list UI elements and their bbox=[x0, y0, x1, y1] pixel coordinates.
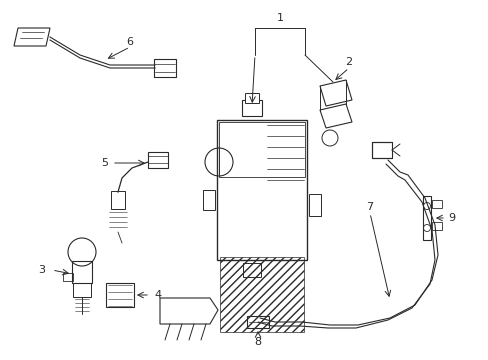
Text: 9: 9 bbox=[447, 213, 455, 223]
Text: 5: 5 bbox=[102, 158, 108, 168]
Bar bbox=[148, 152, 168, 168]
Text: 4: 4 bbox=[154, 290, 161, 300]
Bar bbox=[431, 222, 441, 230]
Bar bbox=[242, 100, 262, 116]
Bar bbox=[219, 122, 305, 177]
Bar bbox=[111, 191, 125, 209]
Bar bbox=[244, 93, 259, 103]
Bar bbox=[246, 316, 268, 328]
Text: 7: 7 bbox=[366, 202, 373, 212]
Text: 8: 8 bbox=[254, 337, 261, 347]
Bar bbox=[243, 263, 261, 277]
Text: 6: 6 bbox=[126, 37, 133, 47]
Bar bbox=[154, 59, 176, 77]
Text: 3: 3 bbox=[39, 265, 45, 275]
Bar bbox=[106, 283, 134, 307]
Bar bbox=[203, 190, 215, 210]
Bar bbox=[220, 257, 304, 332]
Bar bbox=[217, 120, 306, 260]
Text: 1: 1 bbox=[276, 13, 283, 23]
Bar bbox=[308, 194, 320, 216]
Bar bbox=[72, 261, 92, 283]
Text: 2: 2 bbox=[345, 57, 352, 67]
Bar bbox=[63, 273, 73, 281]
Bar bbox=[431, 200, 441, 208]
Bar bbox=[73, 283, 91, 297]
Bar bbox=[371, 142, 391, 158]
